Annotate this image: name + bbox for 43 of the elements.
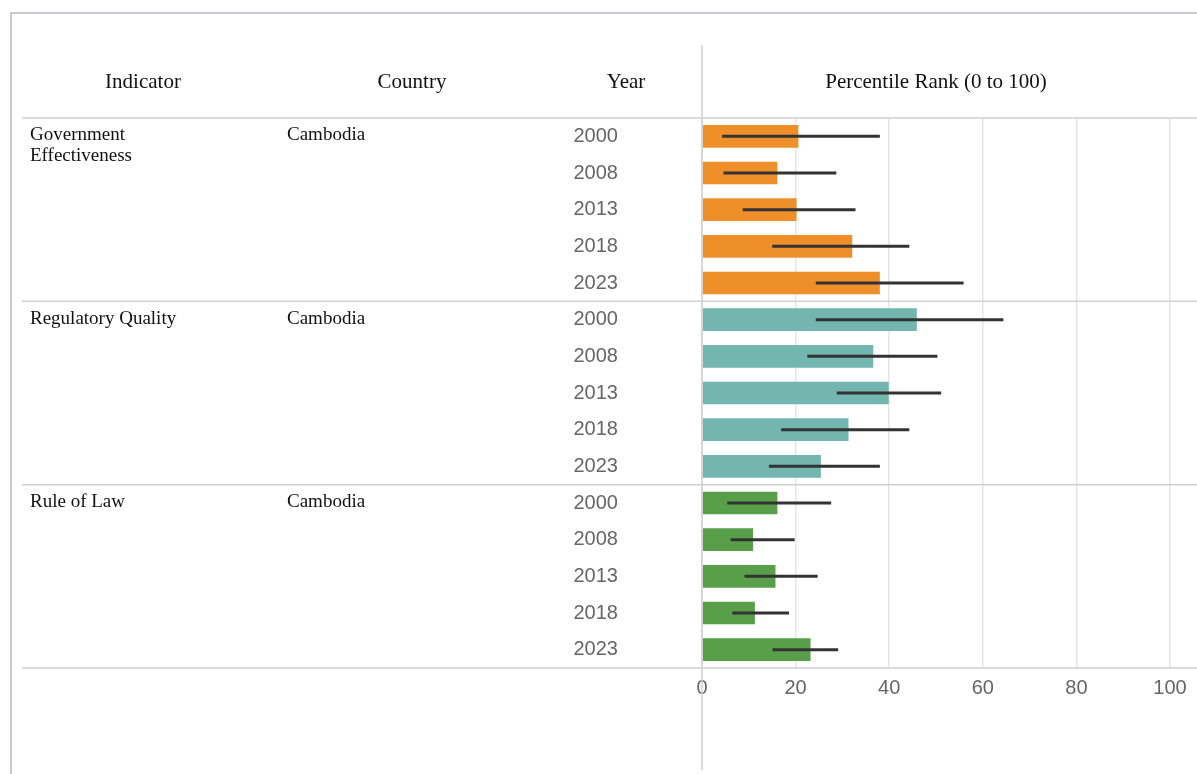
y-tick-label: 2018 [573,600,618,623]
y-tick-label: 2023 [573,453,618,476]
text: Cambodia [287,490,366,512]
y-tick-label: 2000 [573,490,618,513]
text: Government Effectiveness [30,123,132,166]
x-tick-label: 0 [696,675,708,698]
text: Rule of Law [30,490,126,512]
bar [702,234,853,258]
y-tick-label: 2008 [573,160,618,183]
bar [702,271,880,295]
bar [702,564,776,588]
x-tick-label: 60 [971,675,994,698]
bar [702,381,889,405]
y-tick-label: 2023 [573,270,618,293]
bar [702,638,811,662]
bar [702,454,821,478]
y-tick-label: 2000 [573,307,618,330]
text: Cambodia [287,306,366,328]
x-tick-label: 100 [1153,675,1187,698]
bar [702,528,754,552]
text: Indicator [105,68,181,93]
text: Country [377,68,447,93]
y-tick-label: 2008 [573,343,618,366]
x-tick-label: 40 [878,675,901,698]
text: Regulatory Quality [30,306,177,328]
y-tick-label: 2013 [573,380,618,403]
y-tick-label: 2018 [573,417,618,440]
x-axis-title: Percentile Rank (0 to 100) [825,68,1047,93]
x-tick-label: 80 [1065,675,1088,698]
y-tick-label: 2013 [573,197,618,220]
y-tick-label: 2013 [573,563,618,586]
y-tick-label: 2000 [573,123,618,146]
bar [702,418,849,442]
bar [702,601,755,625]
x-tick-label: 20 [784,675,807,698]
y-tick-label: 2018 [573,233,618,256]
bar [702,308,917,332]
y-tick-label: 2023 [573,637,618,660]
y-axis-title: Year [606,68,646,93]
bar [702,344,874,368]
bar [702,198,797,222]
y-tick-label: 2008 [573,527,618,550]
text: Cambodia [287,123,366,145]
